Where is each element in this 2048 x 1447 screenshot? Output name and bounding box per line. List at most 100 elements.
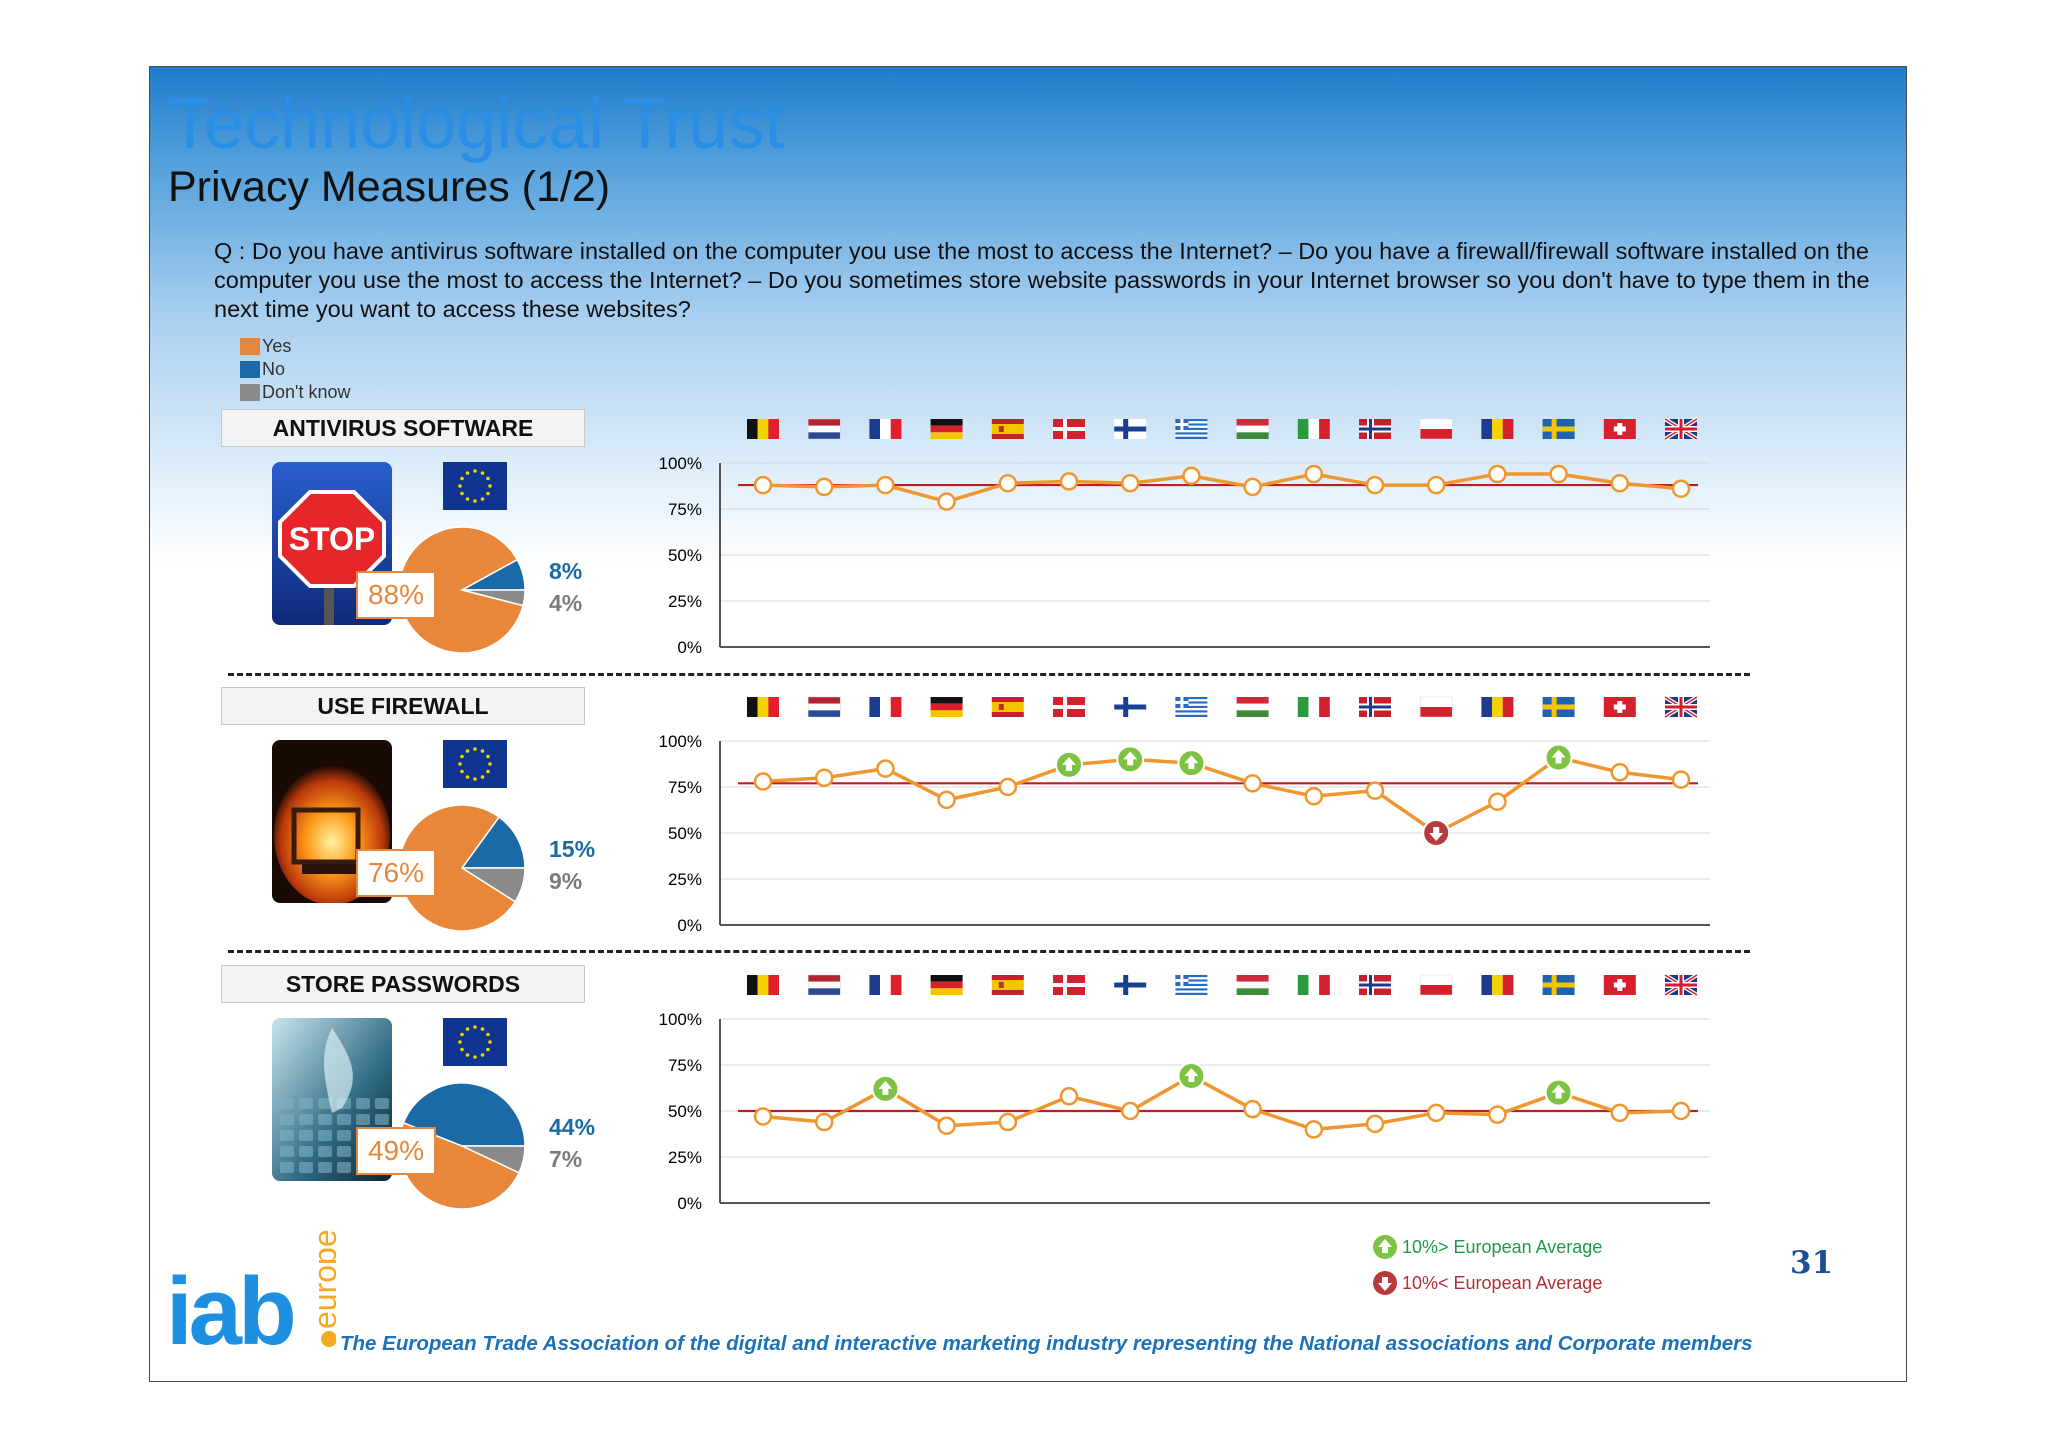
y-tick-label: 50% (668, 546, 702, 565)
data-point (1365, 1114, 1385, 1134)
data-point (1243, 774, 1262, 793)
flag-spain-icon (991, 419, 1024, 439)
data-point (1671, 1101, 1691, 1121)
flag-hungary-icon (1236, 697, 1269, 717)
flag-sweden-icon (1542, 697, 1575, 717)
data-point (937, 1116, 956, 1135)
data-point (998, 473, 1018, 493)
country-flags (747, 417, 1699, 441)
flag-romania-icon (1481, 697, 1514, 717)
flag-finland-icon (1114, 419, 1147, 439)
data-point (1243, 1099, 1262, 1119)
data-point-up (1116, 745, 1145, 774)
flag-belgium-icon (747, 975, 779, 995)
legend-item-no: No (240, 358, 350, 381)
data-point (1488, 464, 1507, 484)
svg-text:STOP: STOP (289, 521, 376, 557)
flag-germany-icon (930, 975, 963, 995)
section-photo: STOP (272, 462, 392, 625)
iab-europe-logo: iab europe (166, 1227, 343, 1365)
data-point (753, 475, 773, 495)
data-point-up (1177, 749, 1206, 778)
flag-netherlands-icon (807, 974, 841, 996)
flag-spain-icon (991, 975, 1024, 995)
y-tick-label: 0% (677, 1194, 702, 1213)
flag-spain-icon (991, 697, 1024, 717)
arrow-down-icon (1371, 1269, 1399, 1297)
flag-poland-icon (1419, 418, 1453, 440)
y-tick-label: 25% (668, 1148, 702, 1167)
data-point-up (1055, 750, 1083, 779)
pie-no-percent: 44% (549, 1114, 596, 1140)
series-line (762, 472, 1682, 504)
eu-flag-icon (443, 740, 507, 788)
data-point (1610, 473, 1630, 493)
flag-finland-icon (1114, 975, 1147, 995)
footer-tagline: The European Trade Association of the di… (340, 1332, 1753, 1355)
data-point (1488, 792, 1507, 811)
eu-flag-icon (443, 462, 507, 510)
legend-label-yes: Yes (262, 336, 292, 356)
data-point-up (871, 1074, 900, 1103)
flag-germany-icon (930, 419, 963, 439)
flag-romania-icon (1481, 975, 1514, 995)
y-tick-label: 75% (668, 1056, 702, 1075)
flag-denmark-icon (1053, 697, 1085, 717)
flag-france-icon (869, 419, 902, 439)
page-title: Technological Trust (168, 84, 785, 164)
line-chart: 100% 75% 50% 25% 0% (659, 695, 1710, 935)
data-point-up (1544, 1078, 1573, 1107)
pie-no-percent: 8% (549, 558, 583, 584)
flag-united-kingdom-icon (1663, 417, 1699, 441)
y-tick-label: 100% (659, 1010, 702, 1029)
flag-greece-icon (1175, 975, 1208, 995)
flag-switzerland-icon (1603, 975, 1636, 995)
y-tick-label: 100% (659, 454, 702, 473)
y-tick-label: 75% (668, 778, 702, 797)
pie-yes-percent: 49% (356, 1127, 436, 1175)
country-flags (747, 695, 1699, 719)
data-point (1426, 475, 1446, 495)
legend-label-dont-know: Don't know (262, 382, 351, 402)
flag-sweden-icon (1542, 419, 1575, 439)
flag-greece-icon (1175, 697, 1208, 717)
legend-swatch-dont-know (240, 384, 260, 401)
data-point (1426, 1103, 1446, 1123)
pie-legend: Yes No Don't know (240, 335, 350, 404)
data-point (1671, 770, 1691, 789)
flag-united-kingdom-icon (1663, 695, 1699, 719)
flag-italy-icon (1297, 697, 1330, 717)
flag-romania-icon (1481, 419, 1514, 439)
y-tick-label: 50% (668, 1102, 702, 1121)
data-point (1549, 464, 1568, 484)
data-point (876, 475, 895, 495)
series-line (762, 1074, 1682, 1132)
legend-label-no: No (262, 359, 286, 379)
pie-dont-know-percent: 9% (549, 868, 583, 894)
section-store-passwords: STORE PASSWORDS 49% 44% 7% 100% 75% 50% 25% 0% (150, 623, 1906, 1213)
flag-denmark-icon (1053, 975, 1085, 995)
data-point (753, 772, 773, 791)
data-point (753, 1107, 773, 1126)
arrow-legend-below-label: 10%< European Average (1402, 1272, 1603, 1293)
logo-main-text: iab (166, 1258, 293, 1357)
y-tick-label: 25% (668, 592, 702, 611)
page-number: 31 (1790, 1245, 1834, 1281)
arrow-legend-above: 10%> European Average (1370, 1232, 1602, 1262)
survey-question: Q : Do you have antivirus software insta… (214, 238, 1870, 322)
flag-norway-icon (1359, 419, 1391, 439)
legend-item-yes: Yes (240, 335, 350, 358)
data-point (998, 777, 1018, 797)
data-point (1365, 475, 1385, 495)
data-point (937, 790, 956, 810)
section-use-firewall: USE FIREWALL 76% 15% 9% 100% 75% 50% 25% 0% (150, 345, 1906, 935)
pie-chart (398, 804, 526, 932)
pie-yes-percent: 88% (356, 571, 436, 619)
data-point-up (1177, 1062, 1206, 1091)
flag-poland-icon (1419, 974, 1453, 996)
legend-item-dont-know: Don't know (240, 381, 350, 404)
data-point (814, 1112, 834, 1132)
flag-germany-icon (930, 697, 963, 717)
flag-finland-icon (1114, 697, 1147, 717)
data-point-up (1544, 743, 1573, 772)
